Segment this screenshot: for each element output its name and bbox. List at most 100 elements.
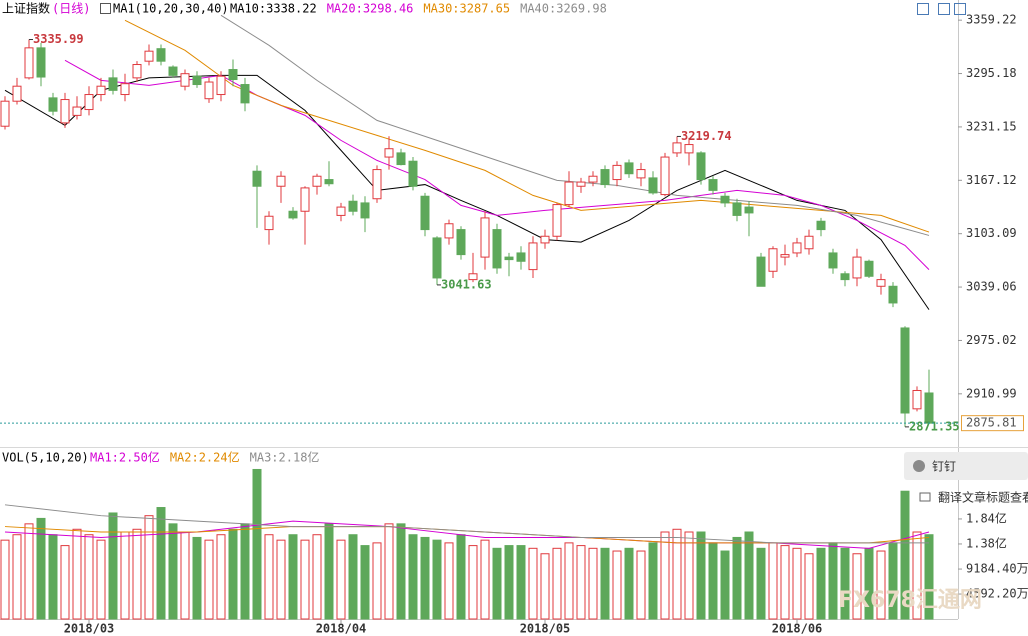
candle-body — [540, 235, 550, 244]
candle-body — [816, 220, 826, 231]
y-tick-label: 2975.02 — [966, 333, 1017, 347]
candle-body — [348, 200, 358, 212]
volume-bar — [396, 523, 406, 620]
candle-body — [36, 47, 46, 78]
candle-body — [252, 170, 262, 187]
volume-bar — [840, 547, 850, 620]
ma-line — [124, 19, 930, 233]
candle-body — [192, 75, 202, 86]
candle-body — [96, 85, 106, 96]
y-tick-label: 1.84亿 — [966, 510, 1007, 525]
volume-bar — [120, 531, 130, 620]
candle-body — [432, 237, 442, 279]
volume-bar — [336, 539, 346, 620]
candle-body — [720, 195, 730, 204]
volume-bar — [492, 547, 502, 620]
volume-bar — [660, 531, 670, 620]
x-tick-label: 2018/06 — [772, 622, 823, 636]
candle-body — [912, 389, 922, 410]
candle-body — [372, 169, 382, 200]
volume-bar — [420, 536, 430, 620]
candle-body — [60, 99, 70, 124]
side-buttons: 钉钉 翻译文章标题查看 — [904, 452, 1028, 505]
candle-body — [552, 204, 562, 237]
last-price-box — [961, 415, 1024, 432]
volume-bar — [468, 545, 478, 620]
legend-entry: MA10:3338.22 — [230, 2, 317, 16]
icon[interactable] — [954, 3, 966, 15]
icon[interactable] — [938, 3, 950, 15]
candle-body — [576, 181, 586, 187]
volume-bar — [672, 528, 682, 620]
candle-body — [264, 215, 274, 231]
volume-bar — [768, 542, 778, 620]
icon — [913, 460, 925, 472]
volume-bar — [684, 531, 694, 620]
button-label[interactable]: 钉钉 — [932, 460, 956, 474]
volume-bar — [912, 531, 922, 620]
volume-bar — [552, 547, 562, 620]
candle-body — [708, 179, 718, 191]
legend-entry: MA30:3287.65 — [423, 2, 510, 16]
candle-body — [24, 47, 34, 79]
volume-bar — [156, 507, 166, 620]
legend-entry: MA2:2.24亿 — [170, 450, 240, 465]
candle-body — [120, 83, 130, 96]
candle-body — [420, 195, 430, 231]
x-tick-label: 2018/03 — [64, 622, 115, 636]
volume-bar — [708, 542, 718, 620]
volume-bar — [624, 547, 634, 620]
volume-bar — [108, 512, 118, 620]
volume-bar — [696, 531, 706, 620]
candle-body — [588, 175, 598, 183]
y-tick-label: 3231.15 — [966, 119, 1017, 133]
candle-body — [636, 169, 646, 179]
volume-bar — [288, 534, 298, 620]
x-tick-label: 2018/04 — [316, 622, 367, 636]
volume-bar — [384, 523, 394, 620]
volume-bar — [300, 539, 310, 620]
candle-body — [444, 223, 454, 239]
button[interactable] — [904, 452, 1028, 480]
candle-body — [792, 242, 802, 254]
candle-body — [768, 248, 778, 272]
volume-bar — [312, 534, 322, 620]
candle-body — [648, 177, 658, 194]
volume-bar — [444, 542, 454, 620]
volume-bar — [576, 545, 586, 620]
button-label[interactable]: 翻译文章标题查看 — [938, 490, 1028, 505]
candle-body — [744, 206, 754, 214]
volume-bar — [48, 534, 58, 620]
candle-body — [516, 252, 526, 262]
volume-bar — [480, 539, 490, 620]
volume-bar — [600, 547, 610, 620]
icon — [100, 3, 111, 14]
candle-body — [612, 164, 622, 181]
volume-bar — [72, 528, 82, 620]
window-icons — [917, 3, 966, 15]
candle-body — [84, 94, 94, 111]
candle-body — [312, 175, 322, 187]
icon[interactable] — [917, 3, 929, 15]
volume-bar — [756, 547, 766, 620]
volume-bar — [540, 553, 550, 620]
volume-bar — [516, 545, 526, 620]
candle-body — [876, 279, 886, 287]
volume-bar — [828, 542, 838, 620]
y-tick-label: 2910.99 — [966, 386, 1017, 400]
legend-entry: MA20:3298.46 — [327, 2, 414, 16]
indicator-label: MA1(10,20,30,40) — [113, 2, 229, 16]
candle-body — [360, 202, 370, 219]
volume-bar — [732, 536, 742, 620]
legend-entry: MA3:2.18亿 — [250, 450, 320, 465]
volume-bar — [96, 539, 106, 620]
volume-bar — [144, 515, 154, 620]
volume-bar — [900, 490, 910, 620]
candle-body — [408, 160, 418, 187]
volume-bar — [528, 547, 538, 620]
candle-body — [840, 273, 850, 281]
candle-body — [180, 73, 190, 87]
y-tick-label: 3167.12 — [966, 173, 1017, 187]
